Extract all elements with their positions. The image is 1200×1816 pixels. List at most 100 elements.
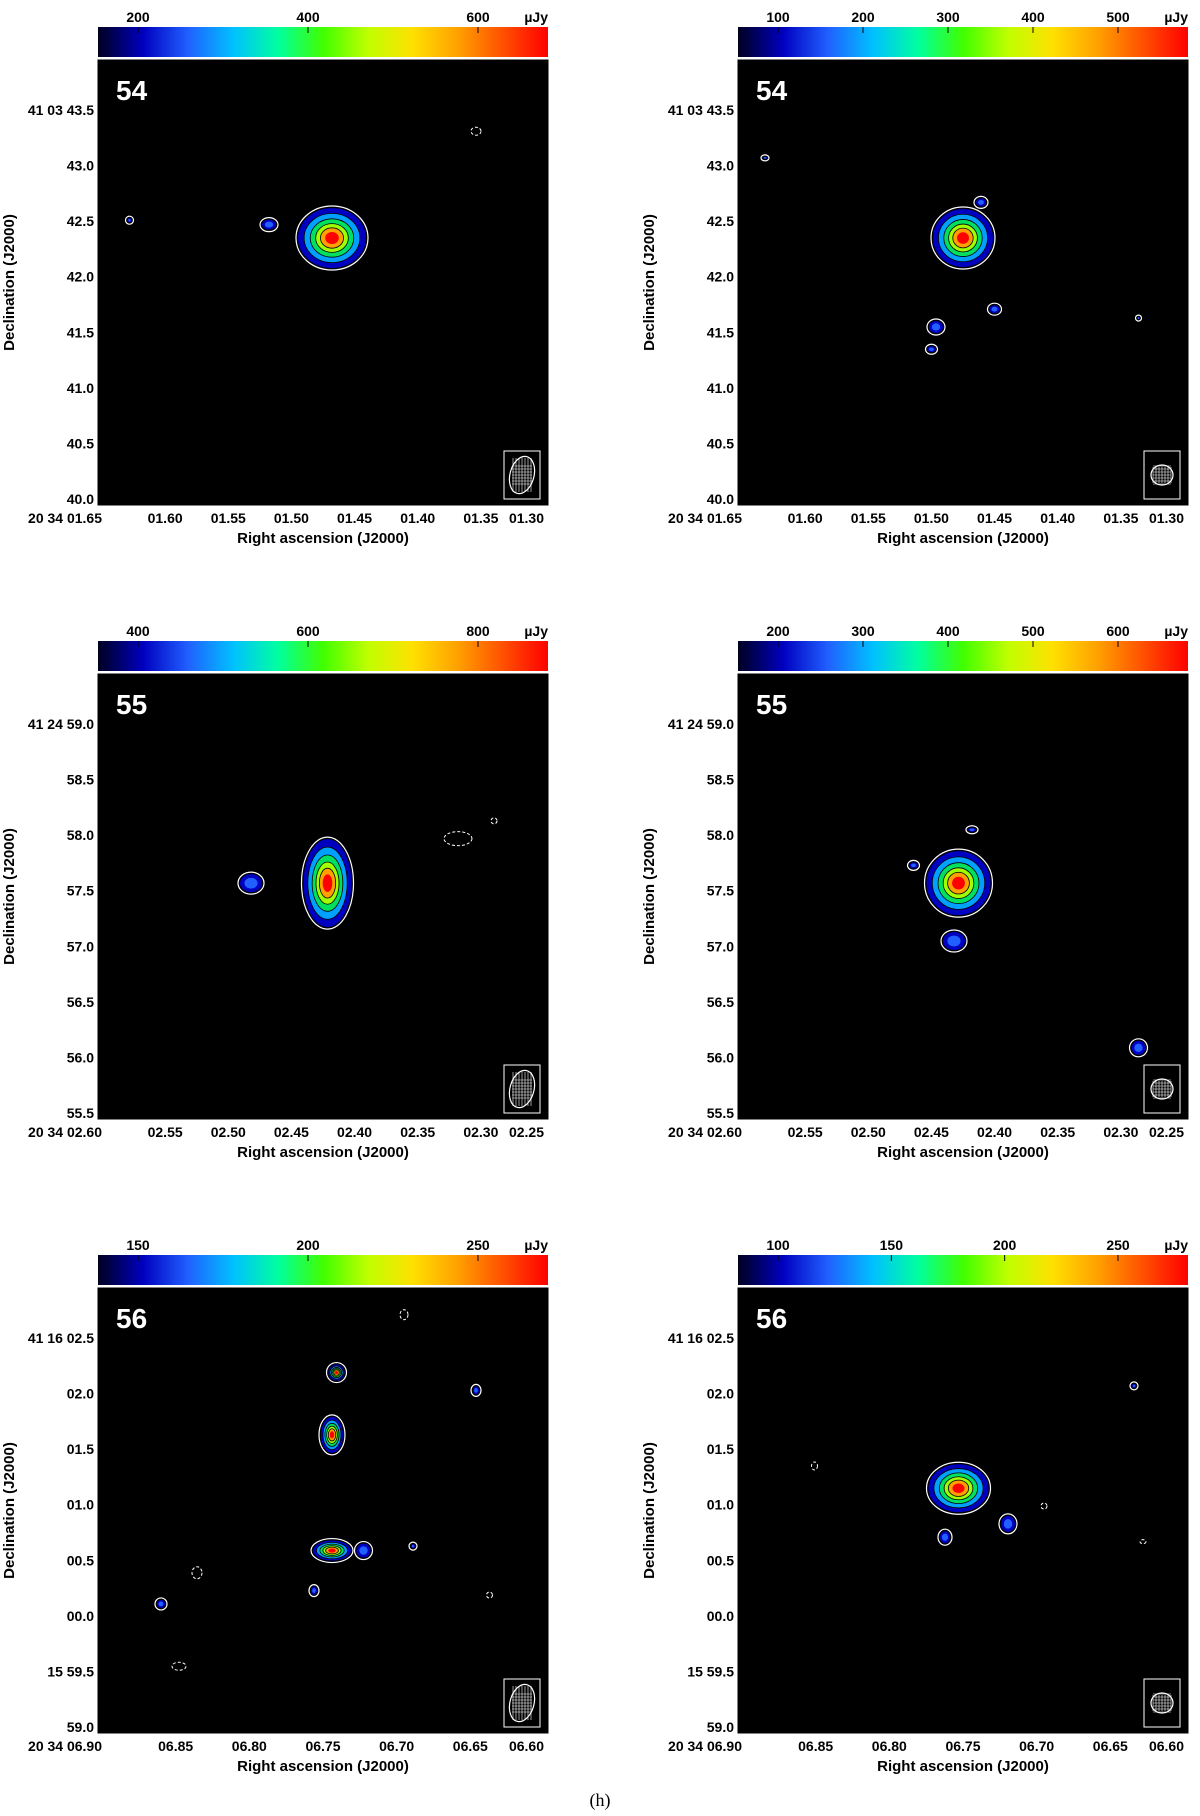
x-tick-label: 20 34 06.90 bbox=[668, 1738, 742, 1754]
outer-contour bbox=[310, 1537, 354, 1564]
noise-peak bbox=[244, 877, 258, 889]
y-tick-label: 56.5 bbox=[707, 994, 734, 1010]
outer-contour bbox=[925, 1461, 992, 1515]
outer-contour bbox=[408, 1541, 418, 1551]
x-tick-label: 06.80 bbox=[232, 1738, 267, 1754]
outer-contour bbox=[325, 1361, 348, 1384]
colorbar-tick-label: 250 bbox=[1106, 1237, 1130, 1253]
noise-peak bbox=[359, 1546, 368, 1555]
y-tick-label: 00.0 bbox=[707, 1608, 734, 1624]
source-emission-level bbox=[325, 232, 339, 244]
y-tick-label: 56.0 bbox=[67, 1049, 94, 1065]
colorbar-tick-label: 200 bbox=[766, 623, 790, 639]
panel-55-left: 400 600 800 µJy 55 41 24 59.0 58.5 58.0 57.5 57.0… bbox=[1, 623, 549, 1161]
y-tick-label: 41.5 bbox=[707, 324, 734, 340]
y-axis-label: Declination (J2000) bbox=[1, 1442, 18, 1579]
y-tick-label: 40.5 bbox=[707, 435, 734, 451]
noise-peak bbox=[128, 219, 131, 222]
y-tick-label: 58.5 bbox=[707, 772, 734, 788]
y-tick-label: 41 16 02.5 bbox=[668, 1330, 734, 1346]
colorbar-tick-label: 400 bbox=[296, 9, 320, 25]
noise-peak bbox=[931, 323, 941, 331]
x-tick-label: 02.55 bbox=[148, 1124, 183, 1140]
y-tick-label: 59.0 bbox=[67, 1719, 94, 1735]
outer-contour bbox=[353, 1540, 374, 1561]
x-tick-label: 02.35 bbox=[1040, 1124, 1075, 1140]
negative-contour bbox=[1139, 1539, 1147, 1545]
y-tick-label: 41 24 59.0 bbox=[668, 716, 734, 732]
x-tick-label: 02.35 bbox=[400, 1124, 435, 1140]
colorbar-tick-label: 800 bbox=[466, 623, 490, 639]
outer-contour bbox=[1129, 1381, 1139, 1391]
x-tick-label: 06.80 bbox=[872, 1738, 907, 1754]
x-tick-label: 20 34 06.90 bbox=[28, 1738, 102, 1754]
x-tick-label: 06.65 bbox=[453, 1738, 488, 1754]
x-axis-label: Right ascension (J2000) bbox=[237, 1144, 409, 1161]
outer-contour bbox=[124, 215, 135, 225]
colorbar-tick-label: 200 bbox=[296, 1237, 320, 1253]
y-tick-label: 57.5 bbox=[67, 883, 94, 899]
x-tick-label: 06.60 bbox=[509, 1738, 544, 1754]
negative-contour bbox=[171, 1661, 187, 1671]
noise-peak bbox=[947, 935, 961, 947]
colorbar-tick-label: 100 bbox=[766, 9, 790, 25]
noise-peak bbox=[911, 863, 916, 868]
negative-contour bbox=[486, 1591, 493, 1599]
x-tick-label: 06.75 bbox=[305, 1738, 340, 1754]
x-tick-label: 01.50 bbox=[914, 510, 949, 526]
map-image bbox=[97, 1287, 549, 1734]
colorbar-tick-label: 600 bbox=[1106, 623, 1130, 639]
y-tick-label: 41 24 59.0 bbox=[28, 716, 94, 732]
negative-contour bbox=[490, 817, 498, 825]
outer-contour bbox=[760, 154, 770, 162]
x-tick-label: 01.40 bbox=[400, 510, 435, 526]
x-axis-label: Right ascension (J2000) bbox=[237, 530, 409, 547]
x-tick-label: 01.35 bbox=[463, 510, 498, 526]
noise-peak bbox=[474, 1387, 478, 1393]
x-tick-label: 20 34 01.65 bbox=[668, 510, 742, 526]
colorbar-tick-label: 600 bbox=[296, 623, 320, 639]
y-tick-label: 00.0 bbox=[67, 1608, 94, 1624]
outer-contour bbox=[259, 217, 279, 233]
y-tick-label: 40.0 bbox=[707, 491, 734, 507]
colorbar-tick-label: 100 bbox=[766, 1237, 790, 1253]
x-tick-label: 01.35 bbox=[1103, 510, 1138, 526]
x-tick-label: 01.40 bbox=[1040, 510, 1075, 526]
colorbar-tick-label: 500 bbox=[1106, 9, 1130, 25]
x-tick-label: 06.60 bbox=[1149, 1738, 1184, 1754]
y-tick-label: 42.0 bbox=[67, 269, 94, 285]
x-tick-label: 01.60 bbox=[788, 510, 823, 526]
negative-contour bbox=[470, 126, 482, 136]
x-tick-label: 01.45 bbox=[337, 510, 372, 526]
x-tick-label: 20 34 02.60 bbox=[668, 1124, 742, 1140]
source-emission-level bbox=[329, 1431, 335, 1439]
x-tick-label: 20 34 01.65 bbox=[28, 510, 102, 526]
y-axis-label: Declination (J2000) bbox=[641, 214, 658, 351]
panel-56-right: 100 150 200 250 µJy 56 41 16 02.5 02.0 01.5 01.0 0… bbox=[641, 1237, 1189, 1775]
map-image bbox=[737, 59, 1189, 506]
source-number-label: 56 bbox=[756, 1303, 787, 1334]
y-tick-label: 42.0 bbox=[707, 269, 734, 285]
colorbar-tick-label: 200 bbox=[851, 9, 875, 25]
outer-contour bbox=[973, 195, 989, 209]
y-tick-label: 41 16 02.5 bbox=[28, 1330, 94, 1346]
x-axis-label: Right ascension (J2000) bbox=[877, 1758, 1049, 1775]
colorbar-tick-label: 500 bbox=[1021, 623, 1045, 639]
y-tick-label: 55.5 bbox=[707, 1105, 734, 1121]
x-tick-label: 06.70 bbox=[1019, 1738, 1054, 1754]
colorbar-tick-label: 400 bbox=[126, 623, 150, 639]
y-tick-label: 58.5 bbox=[67, 772, 94, 788]
colorbar-unit-label: µJy bbox=[524, 623, 548, 639]
noise-peak bbox=[969, 828, 975, 831]
outer-contour bbox=[986, 302, 1003, 316]
source-emission-level bbox=[334, 1370, 339, 1375]
colorbar bbox=[738, 27, 1188, 57]
x-tick-label: 02.30 bbox=[1103, 1124, 1138, 1140]
outer-contour bbox=[300, 836, 355, 930]
y-tick-label: 41 03 43.5 bbox=[28, 102, 94, 118]
x-tick-label: 06.85 bbox=[798, 1738, 833, 1754]
y-tick-label: 57.0 bbox=[707, 938, 734, 954]
source-number-label: 54 bbox=[116, 75, 148, 106]
x-axis-label: Right ascension (J2000) bbox=[877, 1144, 1049, 1161]
source-number-label: 55 bbox=[116, 689, 147, 720]
